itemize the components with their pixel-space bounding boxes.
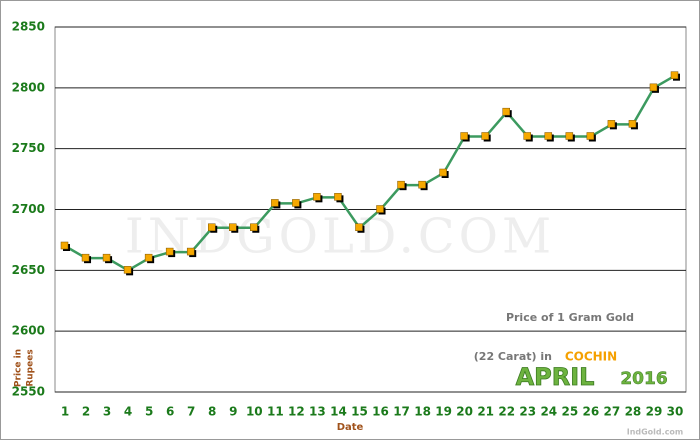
- y-tick-label: 2750: [12, 141, 45, 155]
- caption-line2: (22 Carat) in: [474, 350, 552, 363]
- x-tick-label: 4: [124, 405, 132, 419]
- marker: [186, 247, 195, 256]
- x-tick-label: 9: [229, 405, 237, 419]
- x-tick-label: 26: [583, 405, 600, 419]
- caption-line1: Price of 1 Gram Gold: [506, 311, 634, 324]
- x-tick-label: 16: [372, 405, 389, 419]
- marker: [292, 199, 300, 207]
- x-tick-label: 17: [393, 405, 410, 419]
- marker: [502, 107, 510, 116]
- marker: [165, 247, 174, 256]
- x-tick-label: 6: [166, 405, 174, 419]
- marker: [123, 266, 132, 274]
- x-tick-label: 25: [561, 405, 578, 419]
- x-tick-label: 23: [519, 405, 536, 419]
- marker: [523, 132, 532, 140]
- x-tick-label: 19: [435, 405, 452, 419]
- y-tick-label: 2650: [12, 263, 45, 277]
- marker: [397, 180, 405, 189]
- y-axis-label: Price in: [14, 349, 24, 387]
- caption-month: APRIL: [516, 363, 595, 391]
- x-axis-label: Date: [337, 422, 364, 433]
- marker: [586, 132, 595, 140]
- marker: [250, 223, 258, 231]
- marker: [607, 120, 616, 128]
- x-tick-label: 18: [414, 405, 431, 419]
- marker: [649, 83, 658, 92]
- x-tick-label: 28: [625, 405, 642, 419]
- x-tick-label: 29: [646, 405, 663, 419]
- x-tick-label: 8: [208, 405, 216, 419]
- x-tick-label: 22: [498, 405, 515, 419]
- y-tick-label: 2700: [12, 202, 45, 216]
- x-tick-label: 14: [330, 405, 347, 419]
- marker: [60, 241, 69, 250]
- x-tick-label: 12: [288, 405, 305, 419]
- x-tick-label: 11: [267, 405, 284, 419]
- marker: [439, 168, 447, 177]
- marker: [355, 223, 363, 231]
- marker: [81, 253, 90, 262]
- y-tick-label: 2550: [12, 385, 45, 399]
- y-axis-label: Rupees: [26, 349, 36, 386]
- marker: [544, 132, 553, 140]
- marker: [271, 199, 279, 207]
- y-tick-label: 2600: [12, 324, 45, 338]
- marker: [144, 253, 153, 262]
- marker: [565, 132, 574, 140]
- marker: [460, 132, 468, 140]
- source: IndGold.com: [627, 428, 684, 437]
- marker: [313, 193, 321, 201]
- x-tick-label: 5: [145, 405, 153, 419]
- x-tick-label: 2: [82, 405, 90, 419]
- x-tick-label: 21: [477, 405, 494, 419]
- marker: [418, 180, 426, 189]
- marker: [628, 120, 637, 128]
- x-tick-label: 7: [187, 405, 195, 419]
- marker: [376, 205, 384, 213]
- x-tick-label: 15: [351, 405, 368, 419]
- x-tick-label: 10: [246, 405, 263, 419]
- marker: [481, 132, 489, 140]
- y-tick-label: 2800: [12, 80, 45, 94]
- caption-year: 2016: [620, 369, 667, 389]
- marker: [207, 223, 216, 231]
- marker: [334, 193, 342, 201]
- caption-city: COCHIN: [565, 350, 617, 364]
- x-tick-label: 3: [103, 405, 111, 419]
- marker: [229, 223, 237, 231]
- marker: [670, 71, 679, 79]
- x-tick-label: 27: [604, 405, 621, 419]
- y-tick-label: 2850: [12, 20, 45, 34]
- x-tick-label: 30: [667, 405, 684, 419]
- marker: [102, 253, 111, 262]
- x-tick-label: 1: [61, 405, 69, 419]
- x-tick-label: 13: [309, 405, 326, 419]
- x-tick-label: 24: [540, 405, 557, 419]
- x-tick-label: 20: [456, 405, 473, 419]
